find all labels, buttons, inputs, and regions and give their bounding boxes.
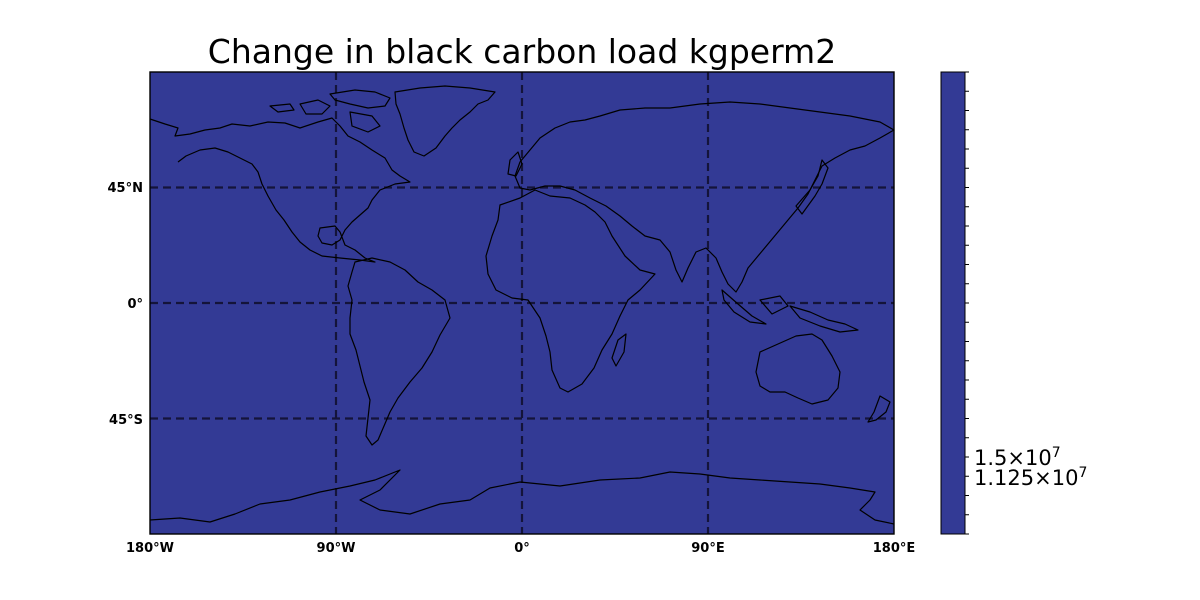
coastline-north-america: [149, 117, 411, 263]
coastline-antarctica: [149, 469, 895, 525]
coastline-australia: [755, 333, 841, 405]
map-panel: [149, 71, 895, 535]
coastline-new-zealand: [867, 395, 891, 423]
map-frame: [149, 71, 895, 535]
lon-label: 90°W: [317, 541, 356, 556]
lon-label: 0°: [514, 541, 530, 556]
coastline-greenland: [394, 85, 496, 157]
colorbar: 1.5×107 1.125×107: [940, 71, 1087, 535]
map-title: Change in black carbon load kgperm2: [208, 32, 836, 71]
coastline-indonesia: [721, 289, 859, 333]
coastline-uk: [507, 151, 523, 177]
colorbar-label: 1.125×107: [974, 465, 1087, 490]
colorbar-label: 1.5×107: [974, 445, 1061, 470]
lon-label: 180°W: [126, 541, 174, 556]
colorbar-swatch: [940, 71, 966, 535]
lat-label: 45°S: [109, 413, 143, 428]
coastline-arctic-islands: [269, 89, 391, 133]
coastline-south-america: [347, 257, 451, 446]
gridlines: [150, 72, 894, 534]
lon-label: 90°E: [691, 541, 724, 556]
coastlines: [149, 85, 895, 525]
lat-label: 0°: [127, 297, 143, 312]
latitude-labels: 45°N 0° 45°S: [108, 181, 143, 428]
lon-label: 180°E: [873, 541, 916, 556]
coastline-madagascar: [611, 333, 627, 367]
coastline-eurasia-africa: [485, 189, 656, 393]
longitude-labels: 180°W 90°W 0° 90°E 180°E: [126, 541, 915, 556]
lat-label: 45°N: [108, 181, 143, 196]
coastline-japan: [795, 159, 829, 215]
colorbar-ticks: [965, 71, 969, 535]
